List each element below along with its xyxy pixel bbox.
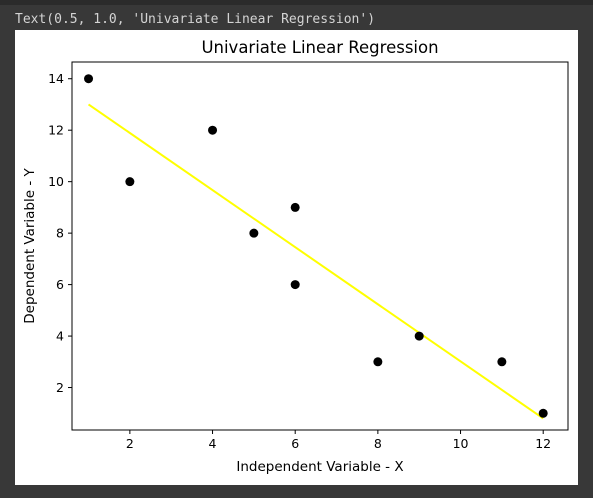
figure-canvas: 2 4 6 8 10 12 2 4 6 8 10 12 14 Univariate Linear Re… bbox=[15, 30, 578, 485]
y-tick-label: 10 bbox=[48, 174, 64, 189]
y-tick-label: 14 bbox=[48, 71, 64, 86]
scatter-point bbox=[373, 357, 383, 367]
x-axis-label: Independent Variable - X bbox=[236, 459, 403, 475]
regression-line bbox=[87, 103, 544, 420]
x-tick-label: 4 bbox=[209, 436, 217, 451]
cell-top-border bbox=[0, 0, 593, 5]
scatter-point bbox=[290, 202, 300, 212]
y-tick-label: 8 bbox=[56, 226, 64, 241]
scatter-point bbox=[84, 74, 94, 84]
y-tick-label: 12 bbox=[48, 123, 64, 138]
scatter-point bbox=[497, 357, 507, 367]
scatter-point bbox=[125, 177, 135, 187]
y-tick-label: 4 bbox=[56, 329, 64, 344]
scatter-point bbox=[414, 331, 424, 341]
y-axis-label: Dependent Variable - Y bbox=[22, 167, 38, 323]
x-tick-label: 10 bbox=[453, 436, 469, 451]
scatter-point bbox=[208, 125, 218, 135]
x-axis-ticks: 2 4 6 8 10 12 bbox=[126, 430, 551, 451]
chart-series bbox=[84, 74, 548, 420]
x-tick-label: 8 bbox=[374, 436, 382, 451]
scatter-point bbox=[249, 228, 259, 238]
cell-output-text: Text(0.5, 1.0, 'Univariate Linear Regres… bbox=[15, 12, 376, 27]
y-tick-label: 6 bbox=[56, 277, 64, 292]
x-tick-label: 12 bbox=[535, 436, 551, 451]
chart-title: Univariate Linear Regression bbox=[201, 38, 438, 57]
plot-area bbox=[71, 61, 569, 431]
y-axis-ticks: 2 4 6 8 10 12 14 bbox=[48, 71, 72, 395]
x-tick-label: 6 bbox=[291, 436, 299, 451]
y-tick-label: 2 bbox=[56, 380, 64, 395]
chart-svg: 2 4 6 8 10 12 2 4 6 8 10 12 14 Univariate Linear Re… bbox=[22, 38, 569, 475]
scatter-point bbox=[290, 280, 300, 290]
x-tick-label: 2 bbox=[126, 436, 134, 451]
scatter-point bbox=[538, 408, 548, 418]
